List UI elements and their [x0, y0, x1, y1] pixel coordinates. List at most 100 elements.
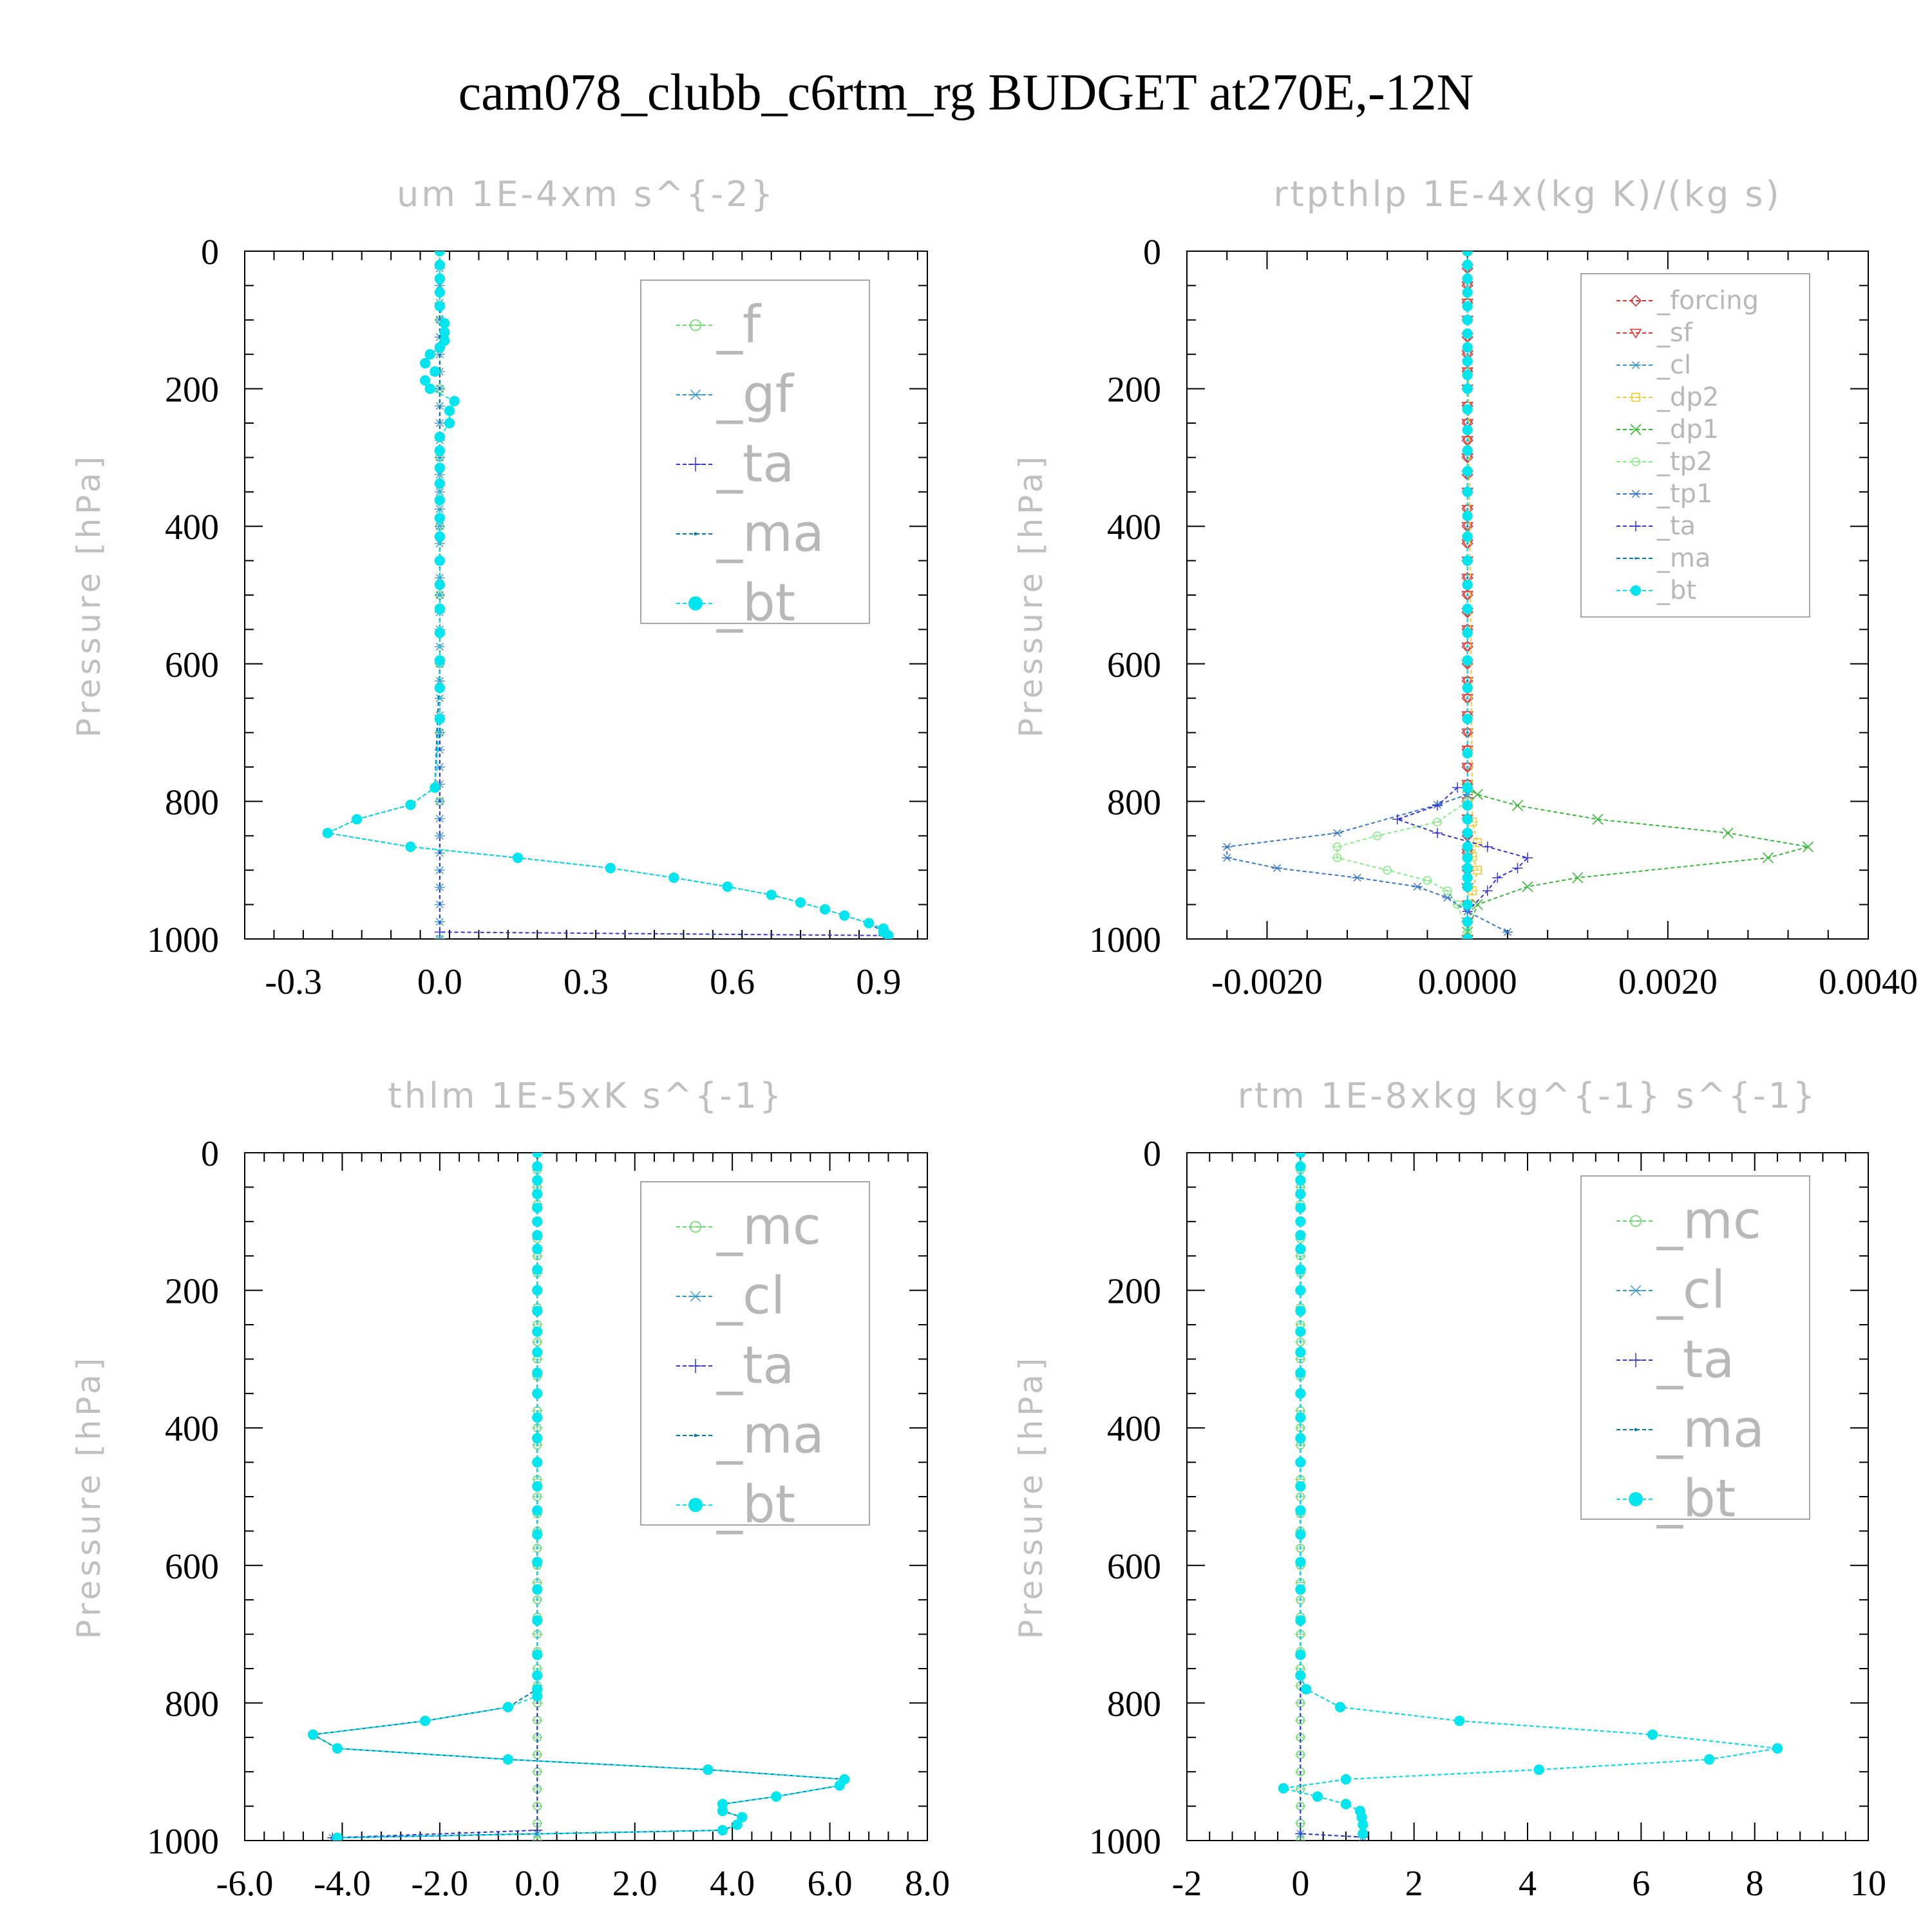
data-point	[405, 841, 416, 852]
series-ta	[1392, 782, 1533, 917]
plot-area	[322, 251, 894, 939]
series-ta	[1295, 1153, 1368, 1841]
data-point	[1222, 853, 1233, 862]
legend-label: _cl	[1656, 1260, 1725, 1320]
series-cl	[1295, 1153, 1368, 1841]
data-point	[1647, 1729, 1658, 1740]
legend-label: _ma	[1656, 1399, 1765, 1459]
data-point	[434, 603, 445, 614]
legend-item-bt: _bt	[676, 1474, 795, 1534]
series-tp2	[1332, 797, 1473, 937]
legend: _mc _cl _ta _ma _bt	[640, 1181, 870, 1534]
legend-label: _cl	[716, 1265, 785, 1325]
y-tick-label: 800	[165, 1684, 219, 1724]
data-point	[532, 1367, 543, 1378]
legend-label: _tp1	[1656, 479, 1713, 509]
data-point	[1533, 1764, 1544, 1776]
data-point	[322, 828, 333, 838]
data-point	[424, 383, 435, 394]
data-point	[332, 1832, 343, 1841]
data-point	[1462, 404, 1473, 415]
x-tick-label: 4.0	[710, 1864, 755, 1904]
chart-panel-2: rtpthlp 1E-4x(kg K)/(kg s) 0 200 400 600 800 1…	[1012, 174, 1918, 1002]
data-point	[1462, 328, 1473, 339]
data-point	[1462, 800, 1473, 811]
data-point	[1358, 1819, 1368, 1830]
series-line	[1336, 800, 1468, 933]
data-point	[1462, 579, 1473, 591]
series-tp1	[1222, 790, 1513, 936]
x-tick-label: 8	[1746, 1864, 1764, 1904]
data-point	[502, 1701, 513, 1712]
legend-label: _mc	[1656, 1190, 1761, 1250]
y-tick-label: 1000	[1089, 1822, 1161, 1862]
data-point	[1462, 342, 1473, 353]
data-point	[1462, 603, 1473, 614]
panel-title: thlm 1E-5xK s^{-1}	[388, 1075, 784, 1116]
data-point	[1462, 881, 1473, 892]
panel-title: um 1E-4xm s^{-2}	[397, 174, 775, 214]
data-point	[532, 1230, 543, 1241]
y-tick-label: 600	[165, 1547, 219, 1587]
data-point	[1472, 866, 1483, 875]
legend-marker	[1629, 1215, 1643, 1227]
data-point	[532, 1202, 543, 1213]
data-point	[717, 1805, 728, 1817]
legend-marker	[1631, 361, 1641, 370]
data-point	[1295, 1326, 1306, 1337]
data-point	[1295, 1457, 1306, 1468]
legend: _f _gf _ta _ma _bt	[640, 279, 870, 632]
data-point	[1461, 436, 1474, 446]
data-point	[1332, 842, 1343, 851]
series-cl	[327, 1153, 543, 1841]
legend-marker	[1629, 1353, 1643, 1367]
data-point	[332, 1743, 343, 1754]
data-point	[1432, 817, 1443, 827]
series-ta	[327, 1153, 543, 1841]
data-point	[1522, 852, 1533, 863]
data-point	[1466, 422, 1469, 424]
legend-label: _bt	[1656, 1468, 1736, 1528]
legend-marker	[688, 1291, 703, 1302]
y-axis-label: Pressure [hPa]	[1012, 1354, 1050, 1640]
legend-item-bt: _bt	[676, 573, 795, 632]
data-point	[1295, 1388, 1306, 1399]
series-bt	[307, 1153, 850, 1841]
data-point	[1592, 813, 1604, 825]
x-tick-label: 4	[1519, 1864, 1537, 1904]
data-point	[1295, 1285, 1306, 1296]
data-point	[434, 883, 445, 891]
data-point	[532, 1670, 543, 1681]
y-tick-label: 400	[1107, 1409, 1161, 1449]
data-point	[839, 910, 850, 921]
data-point	[1295, 1264, 1306, 1275]
legend-marker	[1631, 457, 1641, 466]
data-point	[434, 513, 445, 524]
data-point	[502, 1754, 513, 1765]
legend-marker	[688, 319, 703, 332]
legend-label: _ma	[716, 1405, 824, 1464]
legend-item-tp2: _tp2	[1616, 447, 1713, 477]
data-point	[1522, 881, 1533, 893]
legend-item-mc: _mc	[1616, 1190, 1761, 1250]
data-point	[532, 1649, 543, 1660]
data-point	[1462, 683, 1473, 694]
data-point	[1452, 900, 1463, 909]
data-point	[1278, 1783, 1289, 1794]
data-point	[1492, 872, 1503, 883]
data-point	[1704, 1754, 1715, 1765]
data-point	[532, 1264, 543, 1275]
series-line	[1466, 787, 1808, 933]
legend-item-cl: _cl	[1616, 1260, 1725, 1320]
data-point	[434, 445, 445, 456]
data-point	[434, 431, 445, 442]
data-point	[532, 1285, 543, 1296]
series-bt	[1462, 251, 1473, 939]
data-point	[1295, 1649, 1306, 1660]
data-point	[512, 852, 524, 864]
data-point	[722, 881, 733, 892]
data-point	[532, 1836, 543, 1841]
data-point	[1295, 1161, 1306, 1172]
data-point	[532, 1412, 543, 1423]
y-axis-label: Pressure [hPa]	[70, 453, 108, 738]
